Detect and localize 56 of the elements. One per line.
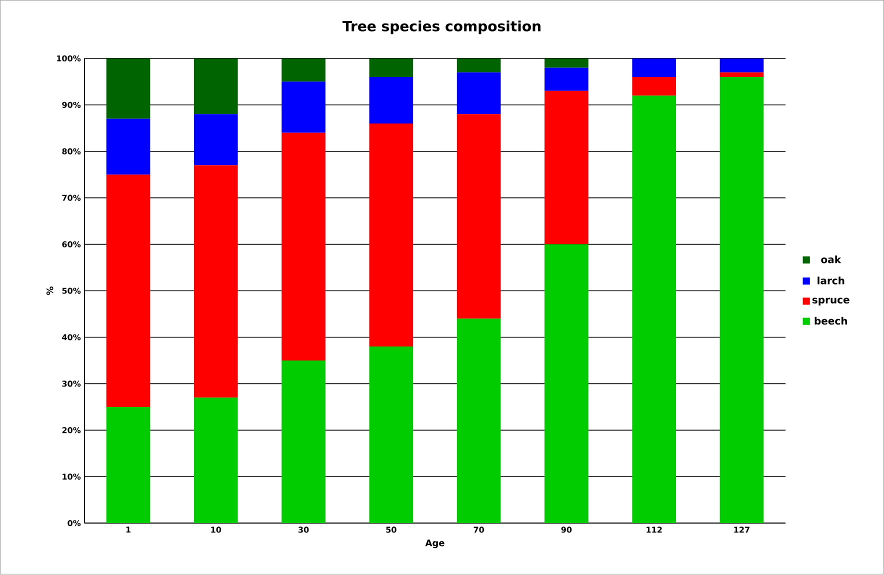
bar [720, 58, 764, 73]
x-tick-label: 1 [126, 526, 130, 533]
bar [632, 96, 676, 524]
y-tick-label: 30% [62, 380, 81, 387]
x-tick-label: 127 [734, 526, 750, 533]
bar [720, 72, 764, 78]
bar [456, 318, 501, 524]
legend-label: oak [821, 256, 842, 264]
bar [720, 77, 764, 524]
legend-label: spruce [812, 298, 850, 306]
bar [282, 133, 326, 361]
y-tick-label: 100% [57, 56, 81, 62]
y-tick-label: 60% [62, 242, 81, 248]
bar [456, 72, 501, 114]
bar [632, 58, 676, 78]
bar [194, 166, 238, 398]
x-axis-title: Age [425, 540, 444, 548]
chart-title: Tree species composition [342, 20, 540, 34]
bar [369, 77, 414, 124]
x-tick-label: 10 [211, 526, 222, 533]
bar [106, 58, 150, 120]
x-tick-label: 30 [298, 526, 309, 533]
x-tick-label: 70 [474, 526, 484, 533]
y-tick-label: 70% [62, 195, 81, 202]
legend-label: larch [818, 276, 844, 285]
y-tick-label: 50% [62, 288, 81, 294]
y-tick-label: 10% [62, 474, 81, 480]
bar [194, 114, 238, 166]
x-tick-label: 112 [646, 526, 662, 533]
x-tick-label: 50 [386, 526, 396, 533]
y-tick-label: 0% [68, 520, 81, 526]
bar [194, 398, 238, 524]
bar [544, 68, 588, 92]
bar [544, 58, 588, 68]
bar [456, 58, 501, 73]
bar [106, 407, 150, 524]
bar [544, 91, 588, 245]
bar [194, 58, 238, 114]
bar [282, 360, 326, 524]
y-tick-label: 90% [62, 102, 81, 108]
bar [544, 244, 588, 524]
bar [282, 82, 326, 134]
bar [632, 77, 676, 96]
bar [282, 58, 326, 82]
y-axis-title: % [46, 286, 54, 296]
x-tick-label: 90 [561, 526, 572, 533]
y-tick-label: 40% [62, 334, 81, 341]
bar [106, 174, 150, 408]
bar [369, 346, 414, 524]
bar [106, 119, 150, 175]
y-tick-label: 20% [62, 427, 81, 434]
y-tick-label: 80% [62, 148, 81, 155]
legend-label: beech [814, 317, 847, 325]
bar [369, 58, 414, 78]
bar [369, 124, 414, 347]
bar [456, 114, 501, 319]
